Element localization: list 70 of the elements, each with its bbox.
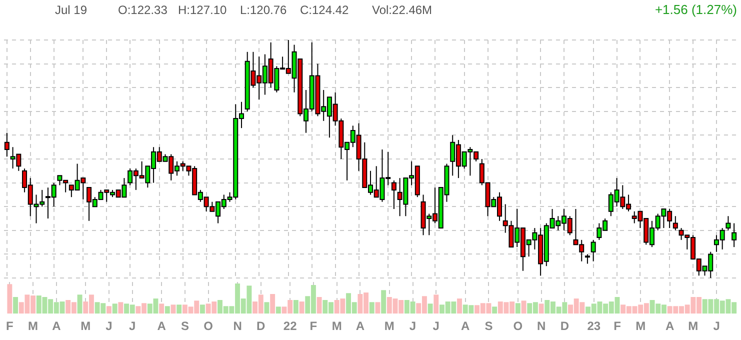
bar — [164, 306, 170, 314]
candlestick — [672, 216, 678, 231]
x-tick-label: N — [233, 319, 242, 334]
x-tick-label: 22 — [283, 319, 298, 334]
x-tick-label: J — [106, 319, 112, 334]
bar — [521, 300, 526, 314]
bar — [13, 297, 18, 314]
bar — [299, 302, 304, 314]
bar — [381, 290, 386, 314]
candlestick — [4, 132, 10, 158]
text: L:120.76 — [240, 3, 287, 17]
bar — [375, 302, 380, 314]
bar — [293, 300, 298, 314]
x-tick-label: N — [536, 319, 546, 334]
bar — [77, 294, 82, 314]
candlestick — [726, 216, 731, 231]
x-tick-label: O — [204, 319, 213, 334]
x-tick-label: D — [560, 319, 570, 334]
x-tick-label: D — [256, 319, 266, 334]
x-tick-label: F — [6, 319, 14, 334]
bar — [112, 304, 118, 314]
candlestick — [391, 180, 396, 210]
bar — [538, 304, 544, 314]
x-tick-label: F — [614, 319, 621, 334]
bar — [492, 306, 498, 314]
x-tick-label: M — [384, 319, 394, 334]
x-tick-label: A — [157, 319, 166, 334]
x-tick-label: A — [461, 319, 470, 334]
x-tick-label: M — [80, 319, 91, 334]
x-tick-label: J — [432, 319, 440, 334]
x-tick-label: M — [636, 319, 646, 334]
x-tick-label: J — [129, 319, 136, 334]
x-tick-label: 23 — [587, 319, 601, 334]
candlestick — [732, 222, 737, 248]
bar — [106, 306, 112, 314]
bar — [159, 304, 164, 314]
bar — [270, 294, 276, 314]
x-tick-label: M — [28, 319, 38, 334]
bar — [200, 304, 205, 314]
bar — [457, 298, 462, 314]
bar — [515, 303, 520, 314]
x-tick-label: A — [356, 319, 365, 334]
bar — [434, 294, 439, 314]
x-tick-label: J — [713, 319, 720, 334]
text: C:124.42 — [300, 3, 349, 17]
x-tick-label: O — [513, 319, 523, 334]
bar — [369, 302, 374, 314]
candlestick — [590, 239, 596, 262]
bar — [316, 297, 322, 314]
text: +1.56 (1.27%) — [654, 2, 737, 17]
x-tick-label: J — [409, 319, 416, 334]
x-tick-label: M — [688, 319, 698, 334]
x-tick-label: M — [332, 319, 342, 334]
candlestick — [584, 254, 590, 264]
bar — [118, 302, 124, 314]
bar — [276, 306, 281, 314]
x-tick-label: A — [665, 319, 674, 334]
text: H:127.10 — [178, 3, 227, 17]
text: Jul 19 — [55, 3, 88, 17]
x-tick-label: F — [310, 319, 318, 334]
bar — [428, 304, 433, 314]
text: Vol:22.46M — [372, 3, 432, 17]
text: O:122.33 — [118, 3, 168, 17]
bar — [176, 304, 182, 314]
bar — [264, 302, 270, 314]
x-tick-label: S — [180, 319, 189, 334]
bar — [170, 304, 176, 314]
x-tick-label: A — [52, 319, 62, 334]
x-tick-label: S — [484, 319, 493, 334]
bar — [7, 284, 12, 314]
